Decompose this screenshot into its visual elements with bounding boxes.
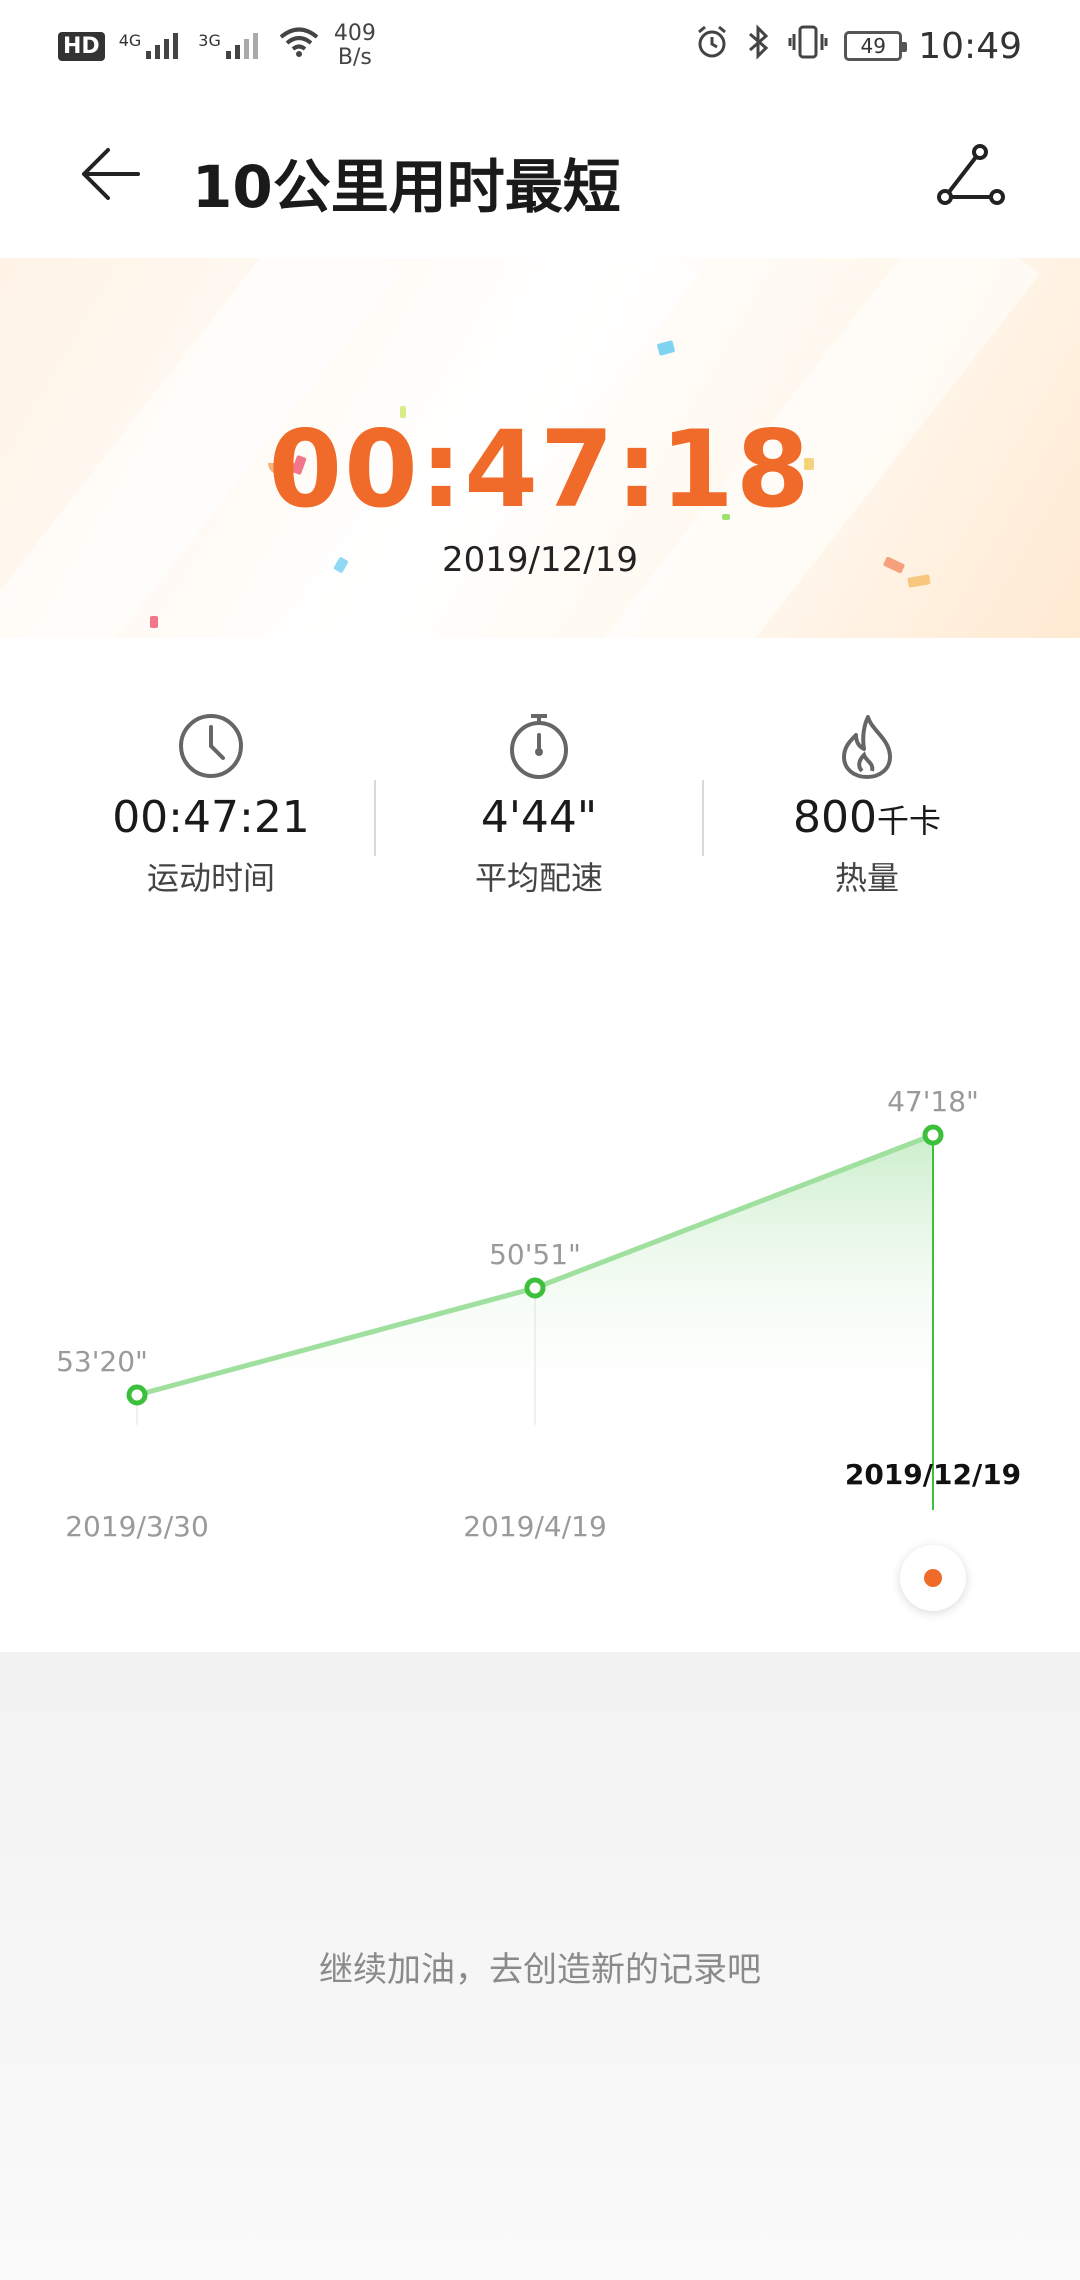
chart-data-label: 53'20": [56, 1345, 148, 1378]
stat-divider: [702, 780, 704, 856]
status-time: 10:49: [918, 25, 1022, 67]
network-speed-unit: B/s: [337, 45, 372, 70]
back-button[interactable]: [70, 134, 150, 214]
confetti: [150, 616, 158, 628]
stat-label: 热量: [834, 859, 899, 897]
network-4g-label: 4G: [118, 31, 142, 50]
page-title: 10公里用时最短: [192, 153, 621, 221]
indicator-dot: [924, 1569, 942, 1587]
confetti: [268, 463, 296, 475]
network-speed: 409 B/s: [334, 22, 376, 70]
network-speed-value: 409: [333, 21, 376, 46]
stats-row: 00:47:21 运动时间 4'44" 平均配速 800千卡 热量: [0, 710, 1080, 920]
chart-x-tick-label[interactable]: 2019/12/19: [844, 1458, 1022, 1491]
stat-value: 4'44": [480, 792, 598, 843]
signal-4g-icon: 4G: [119, 31, 185, 61]
stat-value: 00:47:21: [112, 792, 310, 843]
record-banner: 00:47:18 2019/12/19: [0, 258, 1080, 638]
route-button[interactable]: [930, 134, 1012, 216]
bottom-panel: 继续加油，去创造新的记录吧: [0, 1652, 1080, 2280]
stat-label: 平均配速: [474, 859, 603, 897]
network-3g-label: 3G: [198, 31, 221, 50]
status-bar: HD 4G 3G 409 B/s 49 10:49: [0, 0, 1080, 92]
stat-duration: 00:47:21 运动时间: [47, 710, 375, 920]
status-right: 49 10:49: [694, 23, 1022, 69]
alarm-icon: [694, 24, 730, 69]
chart-data-label: 47'18": [887, 1085, 979, 1118]
chart-point[interactable]: [126, 1384, 148, 1406]
stat-divider: [374, 780, 376, 856]
stat-label: 运动时间: [146, 859, 275, 897]
signal-3g-icon: 3G: [198, 31, 264, 61]
arrow-left-icon: [82, 148, 140, 200]
route-icon: [937, 144, 1005, 205]
stat-value: 800千卡: [793, 792, 941, 843]
record-time: 00:47:18: [268, 408, 812, 531]
chart-area: [137, 1135, 933, 1425]
wifi-icon: [278, 26, 320, 67]
chart-canvas: [126, 1124, 944, 1510]
confetti: [722, 514, 730, 520]
bluetooth-icon: [746, 23, 772, 69]
confetti: [804, 458, 814, 470]
chart-data-label: 50'51": [489, 1237, 581, 1271]
battery-indicator: 49: [844, 31, 908, 61]
selected-point-indicator[interactable]: [900, 1545, 966, 1611]
confetti: [656, 340, 676, 356]
app-bar: 10公里用时最短: [0, 92, 1080, 258]
chart-point[interactable]: [922, 1124, 944, 1146]
record-history-chart: 53'20" 2019/3/30 50'51" 2019/4/19 47'18" 2019…: [0, 1040, 1080, 1600]
hd-indicator: HD: [58, 31, 105, 61]
stat-pace: 4'44" 平均配速: [375, 710, 703, 920]
status-left: HD 4G 3G 409 B/s: [58, 22, 376, 70]
chart-x-tick-label[interactable]: 2019/4/19: [463, 1510, 607, 1543]
flame-icon: [831, 710, 903, 782]
stat-calories: 800千卡 热量: [703, 710, 1031, 920]
chart-point[interactable]: [524, 1277, 546, 1299]
vibrate-icon: [788, 24, 828, 69]
encourage-message: 继续加油，去创造新的记录吧: [319, 1950, 761, 1990]
chart-x-tick-label[interactable]: 2019/3/30: [65, 1510, 209, 1543]
confetti: [400, 406, 406, 418]
clock-icon: [175, 710, 247, 782]
stopwatch-icon: [503, 710, 575, 782]
record-date: 2019/12/19: [442, 540, 638, 580]
